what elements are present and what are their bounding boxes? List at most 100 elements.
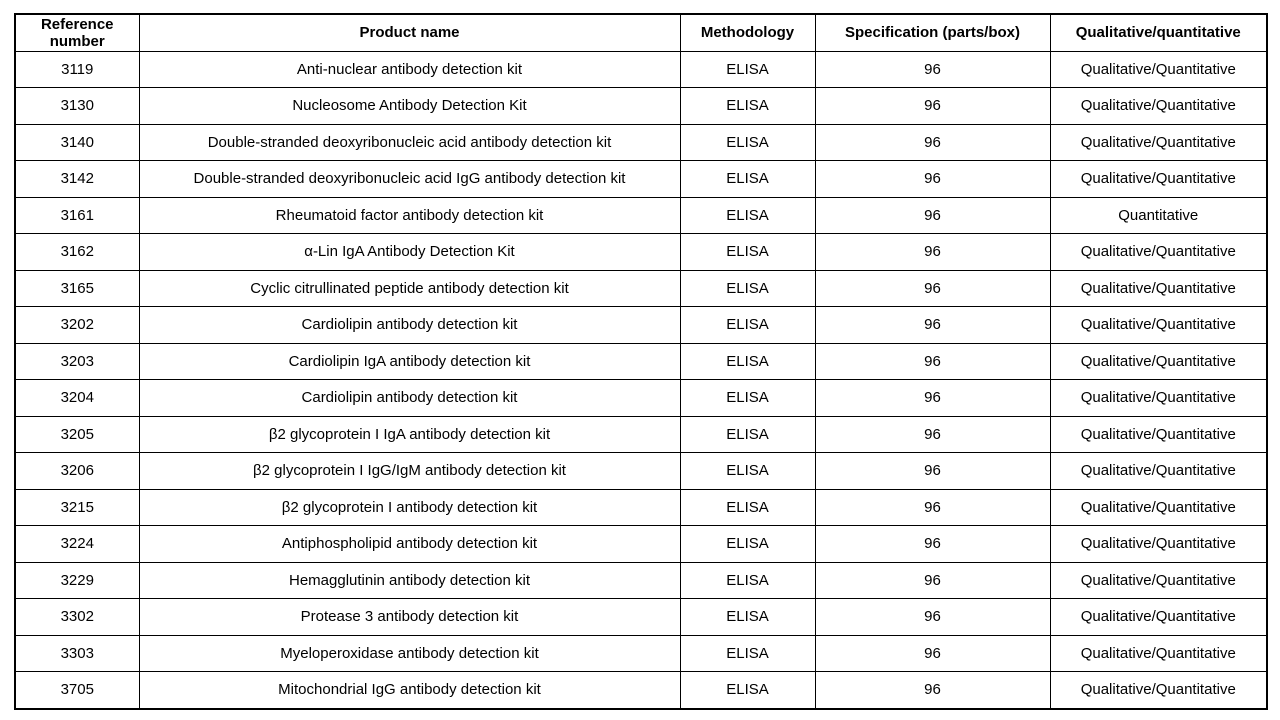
table-cell-qualitative-quantitative: Qualitative/Quantitative xyxy=(1049,634,1268,672)
column-header-product-name: Product name xyxy=(138,13,681,52)
table-cell-reference-number: 3229 xyxy=(14,561,140,599)
table-cell-methodology: ELISA xyxy=(679,233,816,271)
table-cell-product-name: Rheumatoid factor antibody detection kit xyxy=(138,196,681,234)
table-cell-specification: 96 xyxy=(814,452,1051,490)
table-cell-product-name: Double-stranded deoxyribonucleic acid Ig… xyxy=(138,160,681,198)
table-row: 3204 Cardiolipin antibody detection kit EL… xyxy=(14,379,1268,417)
table-cell-methodology: ELISA xyxy=(679,525,816,563)
product-table: Reference number Product name Methodolog… xyxy=(14,13,1268,710)
column-header-specification: Specification (parts/box) xyxy=(814,13,1051,52)
table-cell-product-name: Myeloperoxidase antibody detection kit xyxy=(138,634,681,672)
table-cell-specification: 96 xyxy=(814,160,1051,198)
table-cell-qualitative-quantitative: Qualitative/Quantitative xyxy=(1049,415,1268,453)
table-cell-reference-number: 3206 xyxy=(14,452,140,490)
table-cell-reference-number: 3215 xyxy=(14,488,140,526)
table-cell-product-name: Double-stranded deoxyribonucleic acid an… xyxy=(138,123,681,161)
table-cell-product-name: Nucleosome Antibody Detection Kit xyxy=(138,87,681,125)
table-row: 3130 Nucleosome Antibody Detection Kit ELI… xyxy=(14,87,1268,125)
table-cell-specification: 96 xyxy=(814,488,1051,526)
table-cell-qualitative-quantitative: Qualitative/Quantitative xyxy=(1049,671,1268,709)
table-cell-qualitative-quantitative: Quantitative xyxy=(1049,196,1268,234)
table-cell-methodology: ELISA xyxy=(679,269,816,307)
table-cell-reference-number: 3140 xyxy=(14,123,140,161)
table-cell-specification: 96 xyxy=(814,196,1051,234)
table-cell-methodology: ELISA xyxy=(679,598,816,636)
table-cell-product-name: β2 glycoprotein I antibody detection kit xyxy=(138,488,681,526)
table-cell-methodology: ELISA xyxy=(679,306,816,344)
table-row: 3202 Cardiolipin antibody detection kit EL… xyxy=(14,306,1268,344)
table-cell-qualitative-quantitative: Qualitative/Quantitative xyxy=(1049,379,1268,417)
table-row: 3162 α-Lin IgA Antibody Detection Kit ELIS… xyxy=(14,233,1268,271)
table-cell-qualitative-quantitative: Qualitative/Quantitative xyxy=(1049,525,1268,563)
table-cell-methodology: ELISA xyxy=(679,196,816,234)
table-cell-methodology: ELISA xyxy=(679,379,816,417)
table-row: 3165 Cyclic citrullinated peptide antibod… xyxy=(14,269,1268,307)
table-cell-reference-number: 3161 xyxy=(14,196,140,234)
table-cell-product-name: β2 glycoprotein I IgA antibody detection… xyxy=(138,415,681,453)
table-row: 3203 Cardiolipin IgA antibody detection k… xyxy=(14,342,1268,380)
table-cell-product-name: α-Lin IgA Antibody Detection Kit xyxy=(138,233,681,271)
table-cell-qualitative-quantitative: Qualitative/Quantitative xyxy=(1049,233,1268,271)
table-row: 3224 Antiphospholipid antibody detection … xyxy=(14,525,1268,563)
table-cell-product-name: Cyclic citrullinated peptide antibody de… xyxy=(138,269,681,307)
table-cell-specification: 96 xyxy=(814,634,1051,672)
table-cell-product-name: Cardiolipin antibody detection kit xyxy=(138,306,681,344)
table-cell-qualitative-quantitative: Qualitative/Quantitative xyxy=(1049,342,1268,380)
table-cell-methodology: ELISA xyxy=(679,50,816,88)
table-cell-methodology: ELISA xyxy=(679,488,816,526)
table-cell-reference-number: 3165 xyxy=(14,269,140,307)
table-cell-specification: 96 xyxy=(814,379,1051,417)
table-cell-qualitative-quantitative: Qualitative/Quantitative xyxy=(1049,452,1268,490)
table-row: 3215 β2 glycoprotein I antibody detection… xyxy=(14,488,1268,526)
table-cell-qualitative-quantitative: Qualitative/Quantitative xyxy=(1049,561,1268,599)
table-cell-product-name: Antiphospholipid antibody detection kit xyxy=(138,525,681,563)
table-cell-qualitative-quantitative: Qualitative/Quantitative xyxy=(1049,123,1268,161)
table-cell-reference-number: 3162 xyxy=(14,233,140,271)
column-header-qualitative-quantitative: Qualitative/quantitative xyxy=(1049,13,1268,52)
table-cell-methodology: ELISA xyxy=(679,452,816,490)
table-row: 3161 Rheumatoid factor antibody detection… xyxy=(14,196,1268,234)
table-row: 3140 Double-stranded deoxyribonucleic aci… xyxy=(14,123,1268,161)
table-row: 3142 Double-stranded deoxyribonucleic aci… xyxy=(14,160,1268,198)
table-cell-methodology: ELISA xyxy=(679,160,816,198)
table-cell-methodology: ELISA xyxy=(679,87,816,125)
table-cell-qualitative-quantitative: Qualitative/Quantitative xyxy=(1049,160,1268,198)
table-cell-reference-number: 3203 xyxy=(14,342,140,380)
table-cell-specification: 96 xyxy=(814,342,1051,380)
table-cell-methodology: ELISA xyxy=(679,671,816,709)
table-cell-qualitative-quantitative: Qualitative/Quantitative xyxy=(1049,598,1268,636)
table-cell-reference-number: 3142 xyxy=(14,160,140,198)
table-cell-methodology: ELISA xyxy=(679,123,816,161)
table-cell-specification: 96 xyxy=(814,671,1051,709)
table-cell-reference-number: 3204 xyxy=(14,379,140,417)
table-row: 3205 β2 glycoprotein I IgA antibody detec… xyxy=(14,415,1268,453)
table-cell-qualitative-quantitative: Qualitative/Quantitative xyxy=(1049,50,1268,88)
table-cell-specification: 96 xyxy=(814,415,1051,453)
table-row: 3119 Anti-nuclear antibody detection kit E… xyxy=(14,50,1268,88)
table-cell-specification: 96 xyxy=(814,233,1051,271)
table-cell-specification: 96 xyxy=(814,123,1051,161)
table-cell-product-name: Cardiolipin antibody detection kit xyxy=(138,379,681,417)
table-cell-specification: 96 xyxy=(814,87,1051,125)
table-cell-qualitative-quantitative: Qualitative/Quantitative xyxy=(1049,87,1268,125)
table-cell-reference-number: 3130 xyxy=(14,87,140,125)
table-cell-product-name: Protease 3 antibody detection kit xyxy=(138,598,681,636)
table-cell-product-name: Mitochondrial IgG antibody detection kit xyxy=(138,671,681,709)
column-header-methodology: Methodology xyxy=(679,13,816,52)
table-cell-product-name: Hemagglutinin antibody detection kit xyxy=(138,561,681,599)
table-cell-methodology: ELISA xyxy=(679,415,816,453)
table-cell-qualitative-quantitative: Qualitative/Quantitative xyxy=(1049,306,1268,344)
table-cell-reference-number: 3205 xyxy=(14,415,140,453)
table-cell-specification: 96 xyxy=(814,306,1051,344)
table-row: 3705 Mitochondrial IgG antibody detection… xyxy=(14,671,1268,709)
table-cell-specification: 96 xyxy=(814,525,1051,563)
table-cell-reference-number: 3224 xyxy=(14,525,140,563)
table-row: 3229 Hemagglutinin antibody detection kit… xyxy=(14,561,1268,599)
table-row: 3302 Protease 3 antibody detection kit ELI… xyxy=(14,598,1268,636)
table-cell-reference-number: 3705 xyxy=(14,671,140,709)
table-cell-methodology: ELISA xyxy=(679,342,816,380)
table-row: 3206 β2 glycoprotein I IgG/IgM antibody d… xyxy=(14,452,1268,490)
table-cell-specification: 96 xyxy=(814,561,1051,599)
table-cell-reference-number: 3202 xyxy=(14,306,140,344)
